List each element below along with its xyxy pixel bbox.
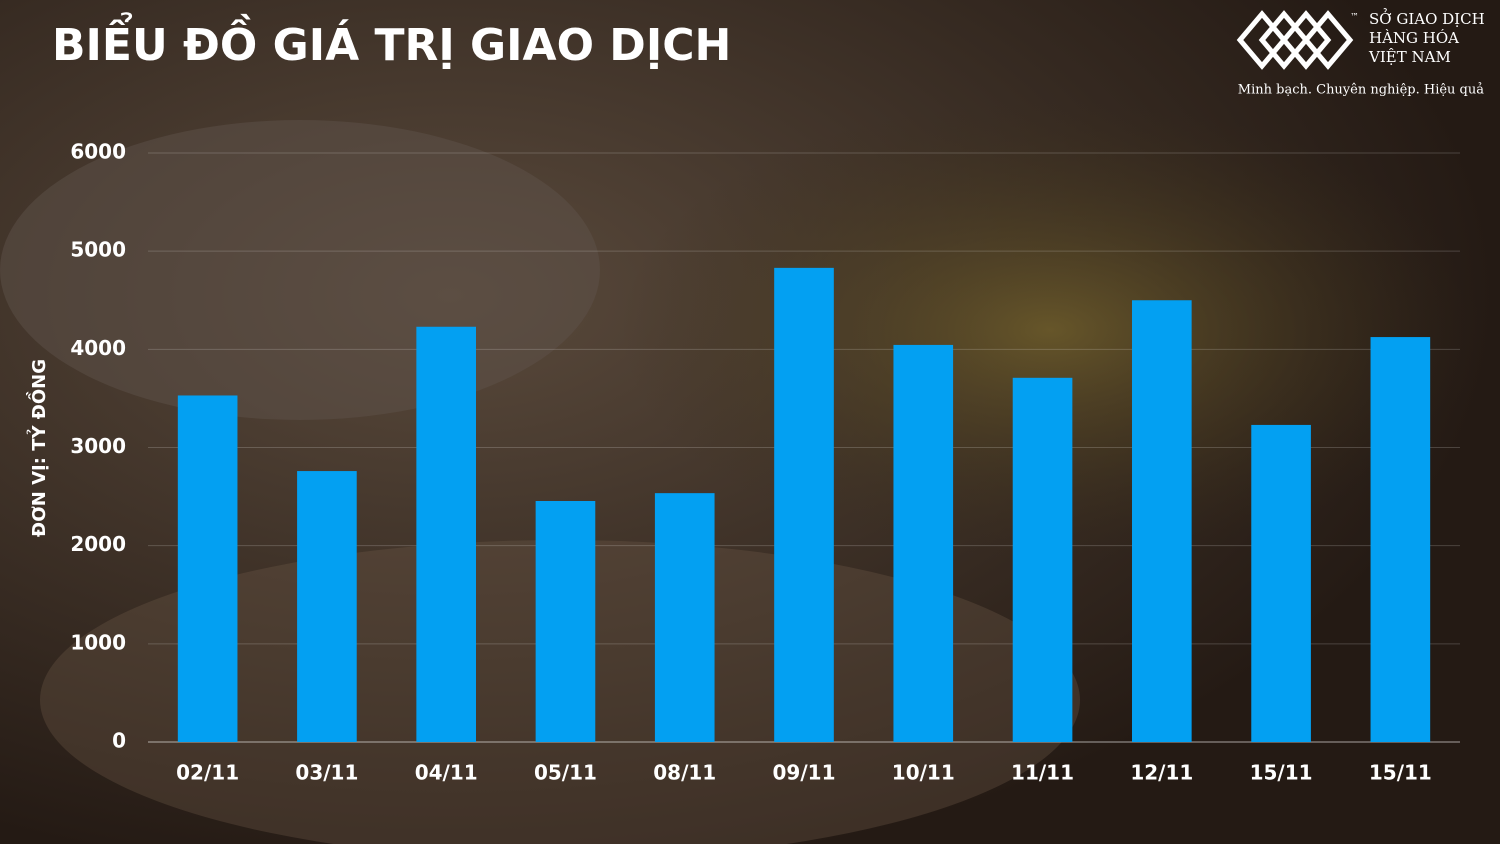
x-tick-label: 11/11 [1011, 761, 1074, 785]
bar [1251, 424, 1311, 742]
chart-title: BIỂU ĐỒ GIÁ TRỊ GIAO DỊCH [52, 11, 731, 71]
bar [774, 267, 834, 742]
x-tick-label: 12/11 [1130, 761, 1193, 785]
y-tick-label: 6000 [70, 140, 126, 164]
x-tick-label: 09/11 [773, 761, 836, 785]
bar [297, 471, 357, 742]
y-tick-label: 2000 [70, 532, 126, 556]
y-tick-label: 1000 [70, 630, 126, 654]
y-tick-label: 5000 [70, 238, 126, 262]
bar [535, 501, 596, 742]
logo-mark [1236, 10, 1354, 70]
x-tick-label: 03/11 [295, 761, 358, 785]
y-tick-label: 0 [112, 729, 126, 753]
bar [416, 326, 476, 742]
bar [1132, 300, 1192, 742]
x-tick-label: 08/11 [653, 761, 716, 785]
x-tick-label: 10/11 [892, 761, 955, 785]
y-axis-label: ĐƠN VỊ: TỶ ĐỒNG [26, 359, 50, 537]
x-tick-label: 05/11 [534, 761, 597, 785]
y-tick-label: 4000 [70, 336, 126, 360]
logo-tagline: Minh bạch. Chuyên nghiệp. Hiệu quả [1238, 83, 1484, 98]
logo-text: HÀNG HÓA [1369, 29, 1459, 47]
bar [1370, 337, 1431, 742]
x-tick-label: 04/11 [415, 761, 478, 785]
x-tick-label: 15/11 [1250, 761, 1313, 785]
bar [893, 344, 954, 742]
y-tick-label: 3000 [70, 434, 126, 458]
bar [1012, 377, 1073, 742]
bar [654, 493, 715, 742]
x-tick-label: 15/11 [1369, 761, 1432, 785]
logo [1236, 10, 1354, 70]
logo-trademark: ™ [1350, 13, 1359, 23]
logo-text: VIỆT NAM [1368, 48, 1451, 66]
bar [177, 395, 238, 742]
bg-bowl [0, 120, 600, 420]
logo-text: SỞ GIAO DỊCH [1369, 8, 1485, 28]
x-tick-label: 02/11 [176, 761, 239, 785]
